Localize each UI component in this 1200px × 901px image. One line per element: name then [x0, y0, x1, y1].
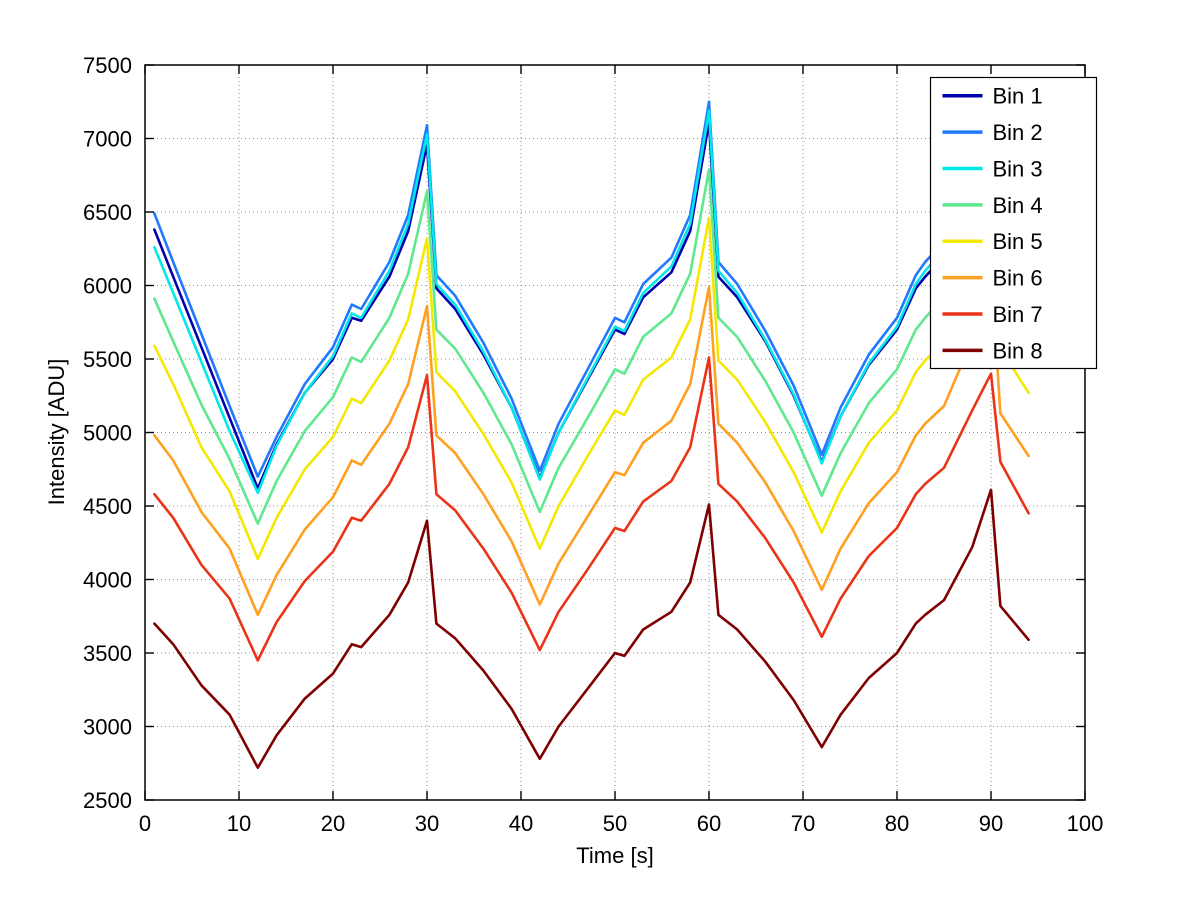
- y-tick-label: 6500: [83, 200, 132, 225]
- x-tick-label: 0: [139, 811, 151, 836]
- legend-label-bin-3: Bin 3: [993, 156, 1043, 181]
- x-tick-label: 70: [791, 811, 815, 836]
- x-tick-label: 10: [227, 811, 251, 836]
- series-line-bin-5: [153, 197, 1030, 561]
- y-tick-label: 3500: [83, 641, 132, 666]
- y-tick-label: 7500: [83, 53, 132, 78]
- legend-box: [929, 76, 1098, 370]
- x-tick-label: 60: [697, 811, 721, 836]
- legend-label-bin-8: Bin 8: [993, 338, 1043, 363]
- y-tick-label: 5500: [83, 347, 132, 372]
- legend-label-bin-6: Bin 6: [993, 266, 1043, 291]
- legend-label-bin-7: Bin 7: [993, 302, 1043, 327]
- x-tick-label: 80: [885, 811, 909, 836]
- x-tick-label: 50: [603, 811, 627, 836]
- x-tick-label: 20: [321, 811, 345, 836]
- legend-label-bin-2: Bin 2: [993, 120, 1043, 145]
- x-tick-label: 40: [509, 811, 533, 836]
- y-tick-label: 7000: [83, 127, 132, 152]
- x-tick-label: 100: [1067, 811, 1104, 836]
- y-tick-label: 3000: [83, 715, 132, 740]
- y-tick-label: 4000: [83, 568, 132, 593]
- x-axis-label: Time [s]: [576, 843, 654, 868]
- legend-label-bin-5: Bin 5: [993, 229, 1043, 254]
- series-line-bin-7: [153, 356, 1030, 662]
- legend[interactable]: Bin 1 Bin 2 Bin 3 Bin 4 Bin 5 Bin 6 Bin 7 Bin 8: [929, 76, 1098, 370]
- y-axis-label: Intensity [ADU]: [44, 358, 69, 506]
- y-tick-label: 6000: [83, 274, 132, 299]
- y-tick-label: 5000: [83, 421, 132, 446]
- series-line-bin-2: [153, 79, 1030, 478]
- y-tick-label: 2500: [83, 788, 132, 813]
- x-tick-label: 90: [979, 811, 1003, 836]
- legend-label-bin-1: Bin 1: [993, 84, 1043, 109]
- series-line-bin-6: [153, 266, 1030, 617]
- y-tick-label: 4500: [83, 494, 132, 519]
- series-line-bin-4: [153, 147, 1030, 525]
- x-tick-label: 30: [415, 811, 439, 836]
- series-line-bin-8: [153, 488, 1030, 770]
- series-line-bin-3: [153, 88, 1030, 495]
- legend-label-bin-4: Bin 4: [993, 193, 1043, 218]
